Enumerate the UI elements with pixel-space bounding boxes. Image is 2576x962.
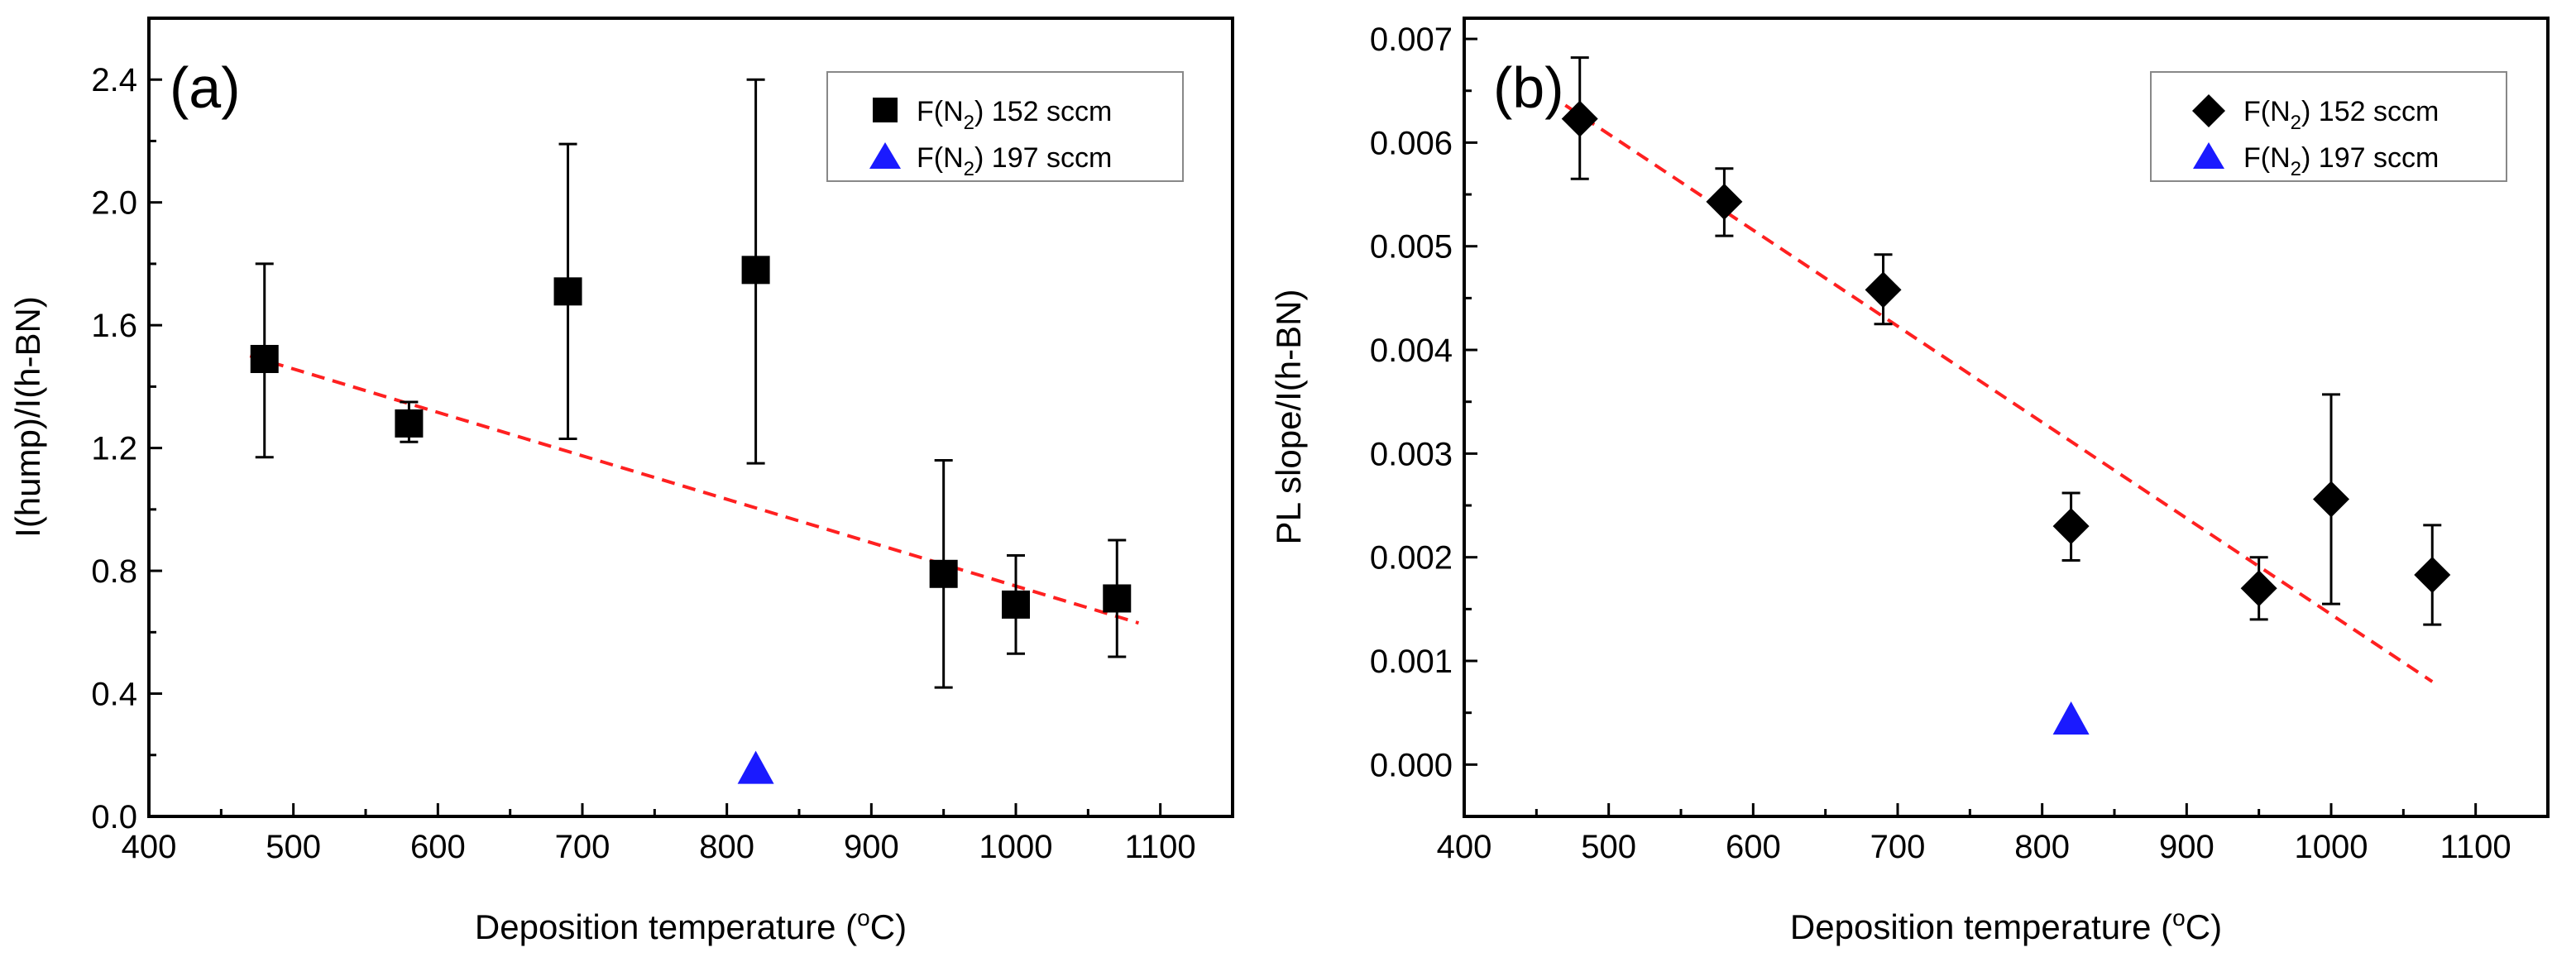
legend-marker-197 <box>869 142 901 169</box>
y-tick-label: 0.0 <box>91 799 137 835</box>
x-tick-label: 1000 <box>979 829 1053 865</box>
x-tick-label: 600 <box>1726 829 1781 865</box>
legend-label-152: F(N2) 152 sccm <box>917 96 1112 134</box>
y-axis-title: PL slope/I(h-BN) <box>1269 290 1308 545</box>
fit-line <box>249 354 1140 625</box>
y-tick-label: 0.000 <box>1370 747 1453 783</box>
y-tick-label: 2.4 <box>91 62 137 98</box>
x-tick-label: 1100 <box>1125 829 1196 865</box>
data-point-square <box>929 559 958 588</box>
x-axis: 400 500 600 700 800 900 1000 1100 <box>122 803 1196 865</box>
data-point-triangle <box>2052 701 2090 735</box>
data-point-diamond <box>1706 183 1743 220</box>
legend-marker-152 <box>873 98 898 122</box>
fit-line-group <box>1564 103 2434 683</box>
x-axis: 400 500 600 700 800 900 1000 1100 <box>1437 803 2511 865</box>
data-point-square <box>741 256 770 285</box>
y-axis: 0.0 0.4 0.8 1.2 1.6 2.0 2.4 <box>91 62 162 835</box>
legend-label-197: F(N2) 197 sccm <box>2243 142 2439 180</box>
data-point-square <box>1103 584 1132 613</box>
x-tick-label: 1100 <box>2440 829 2511 865</box>
y-tick-label: 0.004 <box>1370 333 1453 369</box>
y-axis: 0.000 0.001 0.002 0.003 0.004 0.005 0.006 0.007 <box>1370 22 1477 783</box>
y-tick-label: 0.001 <box>1370 644 1453 680</box>
x-tick-label: 1000 <box>2295 829 2368 865</box>
x-tick-label: 800 <box>2014 829 2070 865</box>
x-tick-label: 500 <box>1581 829 1636 865</box>
x-tick-label: 400 <box>122 829 177 865</box>
panel-label: (a) <box>170 55 241 120</box>
y-tick-label: 0.003 <box>1370 436 1453 472</box>
fit-line <box>1564 103 2434 683</box>
plot-frame <box>147 17 1234 818</box>
x-axis-title: Deposition temperature (oC) <box>1790 905 2222 946</box>
y-tick-label: 0.005 <box>1370 229 1453 266</box>
x-tick-label: 700 <box>1870 829 1926 865</box>
fit-line-group <box>249 354 1140 625</box>
x-tick-label: 600 <box>410 829 466 865</box>
y-tick-label: 0.006 <box>1370 125 1453 161</box>
x-tick-label: 500 <box>266 829 321 865</box>
data-point-diamond <box>1865 271 1902 309</box>
legend-label-152: F(N2) 152 sccm <box>2243 96 2439 134</box>
data-point-diamond <box>2313 481 2349 518</box>
data-point-square <box>1002 590 1030 619</box>
data-points <box>250 78 1132 784</box>
y-axis-title: I(hump)/I(h-BN) <box>8 296 47 538</box>
data-point-diamond <box>2240 570 2277 607</box>
x-tick-label: 900 <box>2159 829 2214 865</box>
legend: F(N2) 152 sccm F(N2) 197 sccm <box>826 71 1184 182</box>
y-tick-label: 2.0 <box>91 185 137 222</box>
data-point-square <box>250 344 279 373</box>
legend-marker-152 <box>2192 94 2225 127</box>
y-tick-label: 0.007 <box>1370 22 1453 58</box>
panel-b: 400 500 600 700 800 900 1000 1100 0.0000.0010.0… <box>1269 17 2550 946</box>
y-tick-label: 0.4 <box>91 677 137 713</box>
data-point-diamond <box>2052 508 2090 545</box>
plot-frame <box>1463 17 2550 818</box>
y-tick-label: 1.2 <box>91 431 137 467</box>
panel-a: 400 500 600 700 800 900 1000 1100 0.0 0.4 0.8 1.2 1… <box>8 17 1234 946</box>
data-point-diamond <box>1561 100 1598 137</box>
data-point-square <box>553 277 582 306</box>
legend-label-197: F(N2) 197 sccm <box>917 142 1112 180</box>
x-tick-label: 900 <box>844 829 899 865</box>
legend: F(N2) 152 sccm F(N2) 197 sccm <box>2150 71 2507 182</box>
x-axis-title: Deposition temperature (oC) <box>475 905 907 946</box>
data-point-diamond <box>2414 556 2451 593</box>
x-tick-label: 700 <box>555 829 610 865</box>
data-point-triangle <box>737 750 774 784</box>
data-point-square <box>395 409 424 438</box>
data-points <box>1561 56 2451 735</box>
y-tick-label: 0.8 <box>91 553 137 590</box>
panel-label: (b) <box>1493 55 1564 120</box>
x-tick-label: 800 <box>699 829 754 865</box>
y-tick-label: 1.6 <box>91 308 137 344</box>
y-tick-label: 0.002 <box>1370 540 1453 577</box>
x-tick-label: 400 <box>1437 829 1492 865</box>
legend-marker-197 <box>2193 142 2224 169</box>
